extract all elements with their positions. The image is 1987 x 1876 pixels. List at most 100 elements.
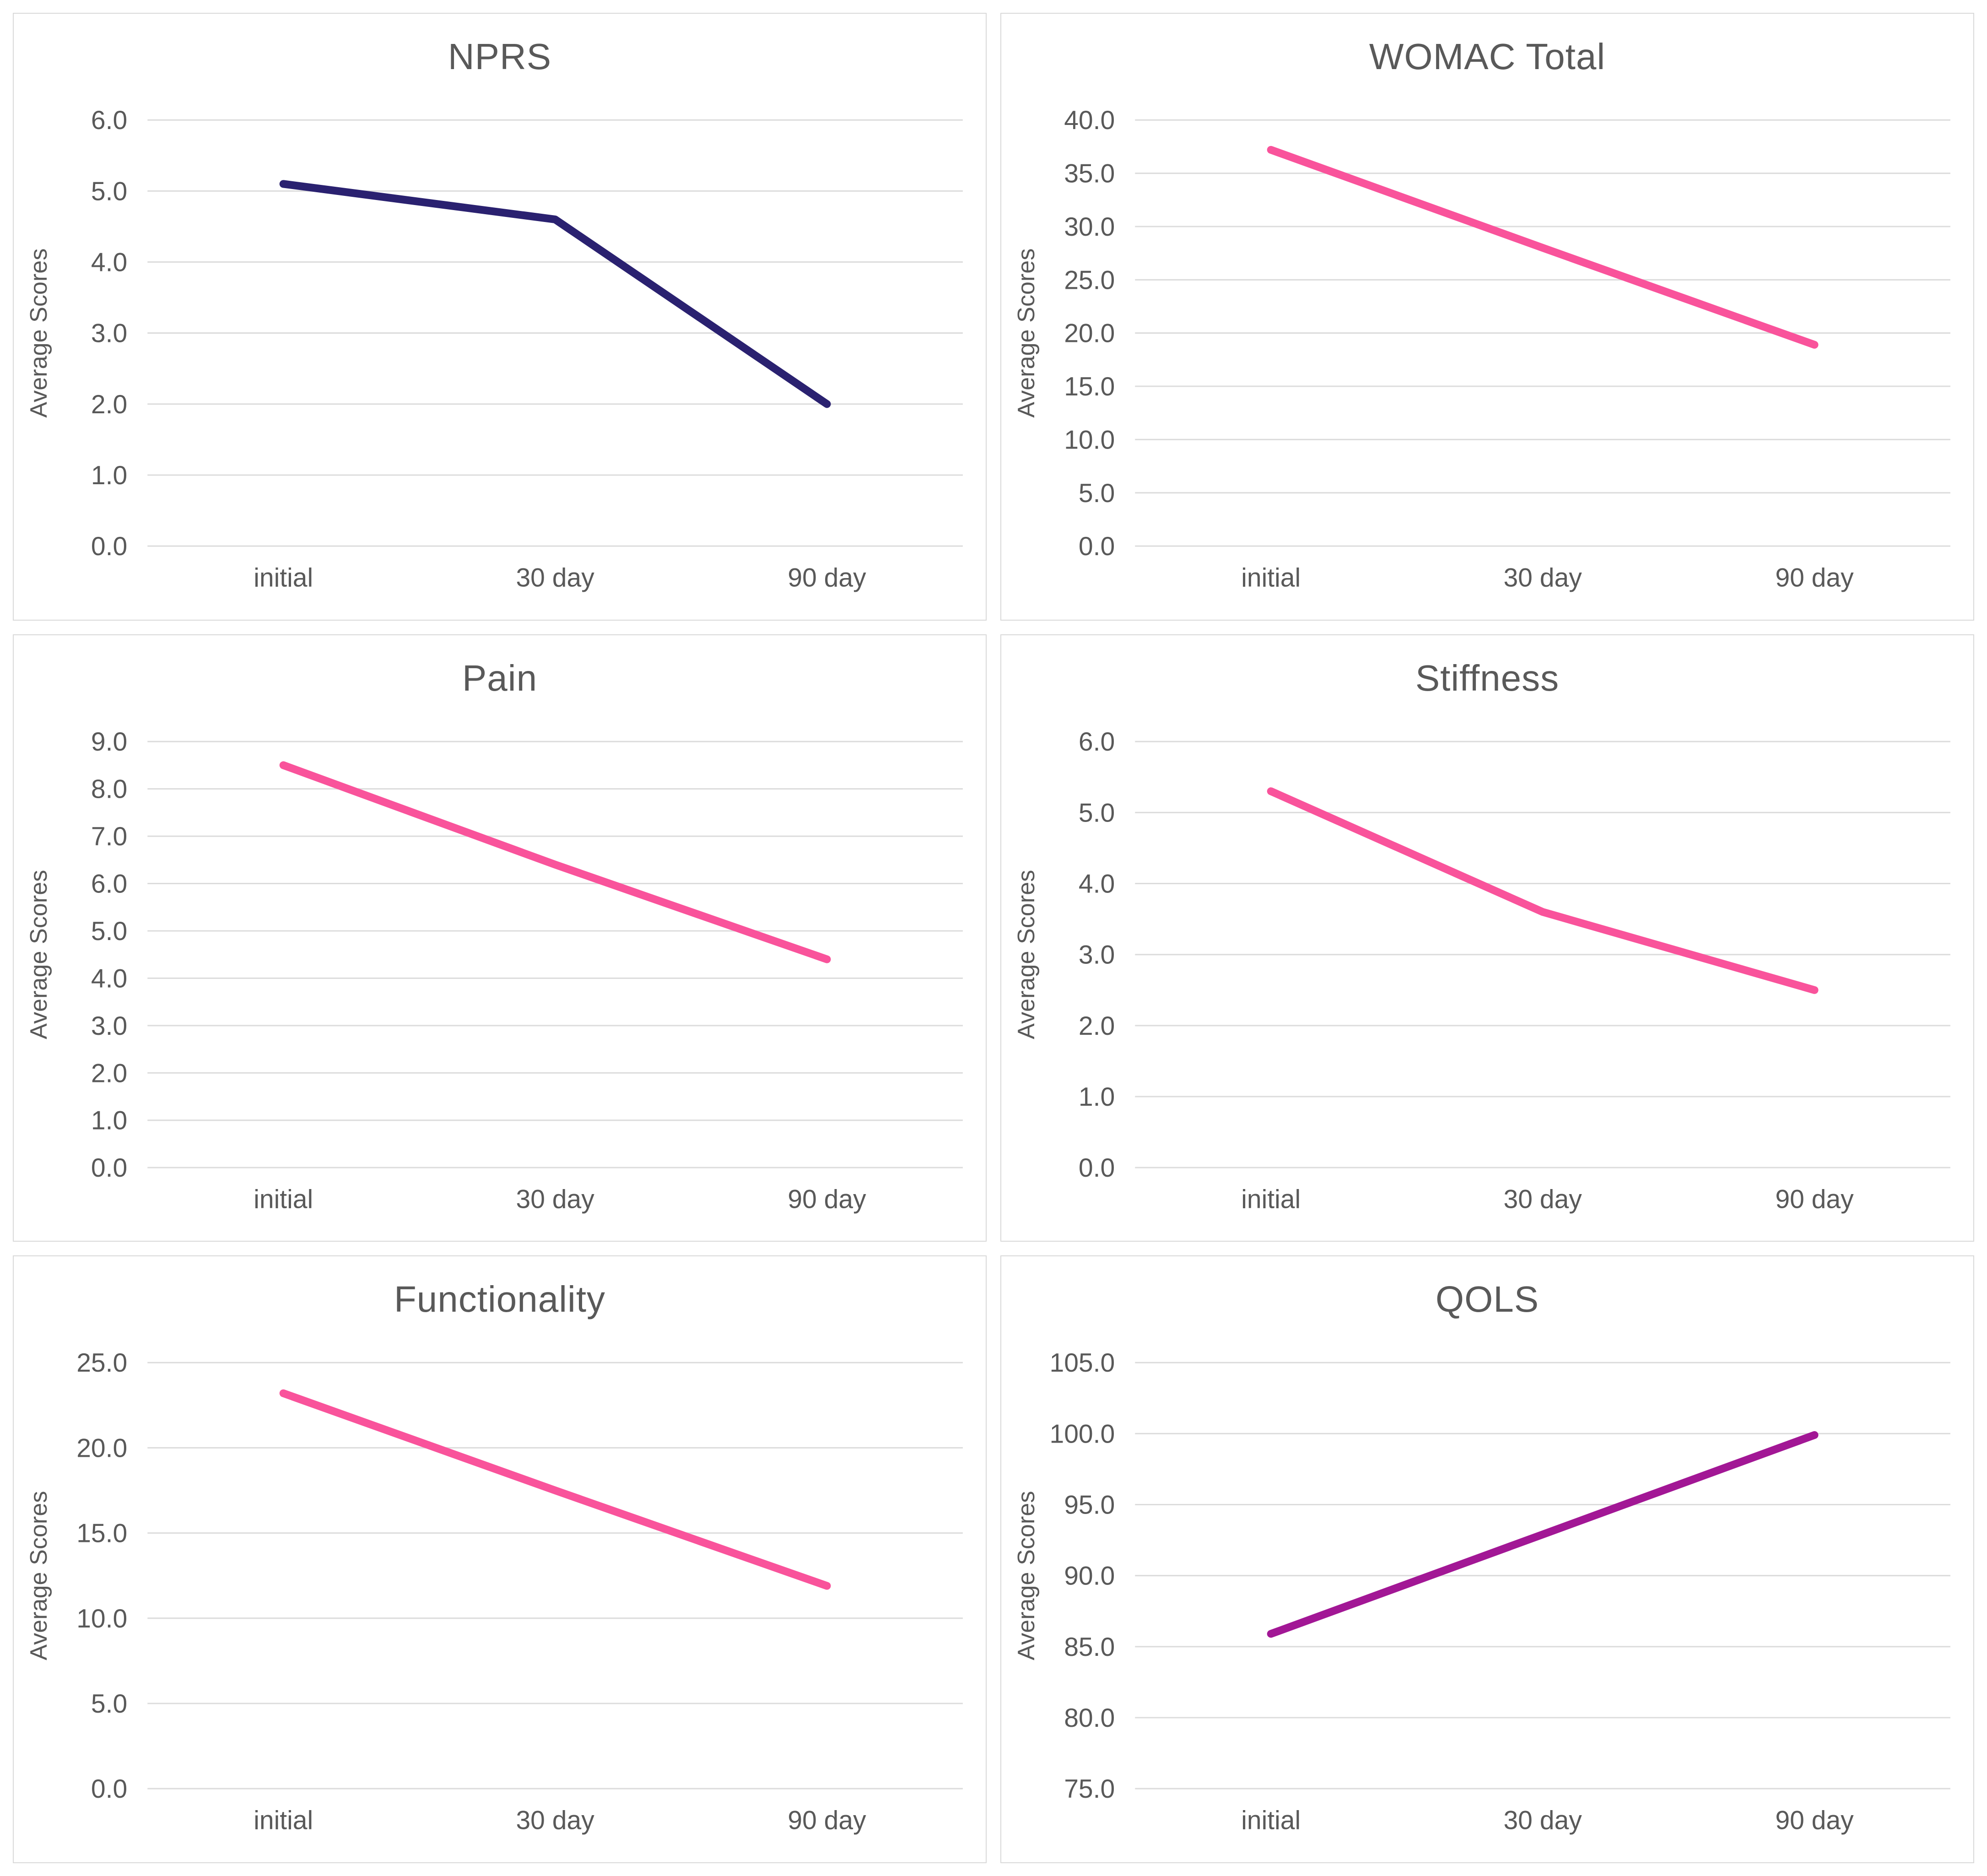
plot-area-stiffness: 0.0 1.0 2.0 3.0 4.0 5.0 6.0 initial 30 day 90 day… bbox=[1001, 708, 1973, 1241]
chart-panel-functionality: Functionality 0.0 5.0 10.0 15.0 20.0 25.0 init… bbox=[13, 1255, 987, 1863]
chart-panel-pain: Pain 0.0 1.0 2.0 3.0 4.0 5.0 6.0 7.0 8.0 9.0 initi… bbox=[13, 634, 987, 1242]
data-line bbox=[1267, 1431, 1819, 1638]
plot-area-womac-total: 0.0 5.0 10.0 15.0 20.0 25.0 30.0 35.0 40.0 initia… bbox=[1001, 87, 1973, 620]
y-tick-label: 2.0 bbox=[1079, 1011, 1115, 1040]
y-tick-label: 4.0 bbox=[91, 964, 127, 993]
x-tick-label: 90 day bbox=[1775, 563, 1854, 592]
chart-title-pain: Pain bbox=[462, 657, 538, 698]
y-tick-label: 5.0 bbox=[91, 917, 127, 946]
y-tick-label: 9.0 bbox=[91, 727, 127, 757]
y-tick-label: 1.0 bbox=[91, 461, 127, 490]
chart-panel-womac-total: WOMAC Total 0.0 5.0 10.0 15.0 20.0 25.0 30.0 35… bbox=[1000, 13, 1974, 621]
qols-line-chart: 75.0 80.0 85.0 90.0 95.0 100.0 105.0 initial 30 … bbox=[1013, 1349, 1950, 1835]
chart-title-stiffness: Stiffness bbox=[1415, 657, 1560, 698]
chart-panel-stiffness: Stiffness 0.0 1.0 2.0 3.0 4.0 5.0 6.0 initial 30… bbox=[1000, 634, 1974, 1242]
x-tick-label: initial bbox=[254, 1806, 313, 1835]
x-tick-label: 30 day bbox=[516, 1806, 594, 1835]
y-tick-label: 30.0 bbox=[1064, 212, 1115, 242]
y-tick-label: 4.0 bbox=[91, 248, 127, 277]
y-axis-title: Average Scores bbox=[1013, 1491, 1040, 1660]
y-tick-label: 0.0 bbox=[91, 532, 127, 561]
y-tick-label: 5.0 bbox=[91, 1689, 127, 1719]
nprs-line-chart: 0.0 1.0 2.0 3.0 4.0 5.0 6.0 initial 30 day 90 day… bbox=[26, 106, 963, 592]
chart-title-qols: QOLS bbox=[1435, 1279, 1539, 1320]
y-tick-label: 0.0 bbox=[91, 1774, 127, 1804]
y-tick-label: 100.0 bbox=[1049, 1420, 1115, 1449]
y-tick-label: 3.0 bbox=[1079, 940, 1115, 969]
y-tick-label: 7.0 bbox=[91, 822, 127, 851]
y-tick-label: 15.0 bbox=[76, 1519, 127, 1548]
y-tick-label: 5.0 bbox=[1079, 798, 1115, 827]
y-tick-label: 4.0 bbox=[1079, 869, 1115, 898]
y-tick-label: 80.0 bbox=[1064, 1703, 1115, 1733]
x-tick-label: 30 day bbox=[1503, 563, 1582, 592]
plot-area-nprs: 0.0 1.0 2.0 3.0 4.0 5.0 6.0 initial 30 day 90 day… bbox=[14, 87, 986, 620]
x-tick-label: 90 day bbox=[788, 1184, 866, 1214]
y-axis-title: Average Scores bbox=[1013, 870, 1040, 1039]
data-line bbox=[1267, 146, 1819, 349]
y-tick-label: 0.0 bbox=[91, 1153, 127, 1183]
chart-panel-qols: QOLS 75.0 80.0 85.0 90.0 95.0 100.0 105.0 initi… bbox=[1000, 1255, 1974, 1863]
y-tick-label: 2.0 bbox=[91, 1059, 127, 1088]
x-tick-label: 30 day bbox=[516, 563, 594, 592]
y-tick-label: 3.0 bbox=[91, 319, 127, 348]
x-tick-label: 90 day bbox=[788, 1806, 866, 1835]
x-tick-label: initial bbox=[1241, 1184, 1301, 1214]
y-tick-label: 1.0 bbox=[1079, 1082, 1115, 1112]
y-tick-label: 6.0 bbox=[91, 869, 127, 898]
x-tick-label: initial bbox=[1241, 1806, 1301, 1835]
x-tick-label: initial bbox=[254, 1184, 313, 1214]
y-tick-label: 25.0 bbox=[76, 1349, 127, 1378]
data-line bbox=[1267, 787, 1819, 994]
y-tick-label: 0.0 bbox=[1079, 532, 1115, 561]
functionality-line-chart: 0.0 5.0 10.0 15.0 20.0 25.0 initial 30 day 90 da… bbox=[26, 1349, 963, 1835]
y-axis-title: Average Scores bbox=[26, 870, 52, 1039]
y-tick-label: 95.0 bbox=[1064, 1491, 1115, 1520]
plot-area-functionality: 0.0 5.0 10.0 15.0 20.0 25.0 initial 30 day 90 da… bbox=[14, 1330, 986, 1862]
chart-title-nprs: NPRS bbox=[448, 36, 552, 77]
plot-area-pain: 0.0 1.0 2.0 3.0 4.0 5.0 6.0 7.0 8.0 9.0 initial 30 … bbox=[14, 708, 986, 1241]
x-tick-label: initial bbox=[1241, 563, 1301, 592]
x-tick-label: 30 day bbox=[1503, 1806, 1582, 1835]
y-axis-title: Average Scores bbox=[1013, 249, 1040, 418]
x-tick-label: 90 day bbox=[788, 563, 866, 592]
chart-title-womac-total: WOMAC Total bbox=[1369, 36, 1606, 77]
y-tick-label: 2.0 bbox=[91, 390, 127, 419]
y-axis-title: Average Scores bbox=[26, 1491, 52, 1660]
y-tick-label: 25.0 bbox=[1064, 265, 1115, 295]
y-tick-label: 85.0 bbox=[1064, 1633, 1115, 1662]
womac-total-line-chart: 0.0 5.0 10.0 15.0 20.0 25.0 30.0 35.0 40.0 initia… bbox=[1013, 106, 1950, 592]
y-tick-label: 1.0 bbox=[91, 1106, 127, 1135]
y-tick-label: 40.0 bbox=[1064, 106, 1115, 135]
y-tick-label: 6.0 bbox=[1079, 727, 1115, 757]
y-tick-label: 90.0 bbox=[1064, 1562, 1115, 1591]
x-tick-label: 90 day bbox=[1775, 1806, 1854, 1835]
y-tick-label: 35.0 bbox=[1064, 159, 1115, 189]
x-tick-label: initial bbox=[254, 563, 313, 592]
y-tick-label: 10.0 bbox=[76, 1604, 127, 1633]
y-tick-label: 20.0 bbox=[76, 1434, 127, 1463]
chart-title-functionality: Functionality bbox=[394, 1279, 606, 1320]
y-tick-label: 3.0 bbox=[91, 1011, 127, 1040]
y-tick-label: 20.0 bbox=[1064, 319, 1115, 348]
y-tick-label: 8.0 bbox=[91, 774, 127, 804]
data-line bbox=[279, 1389, 831, 1590]
y-tick-label: 75.0 bbox=[1064, 1774, 1115, 1804]
y-tick-label: 5.0 bbox=[91, 177, 127, 206]
y-tick-label: 0.0 bbox=[1079, 1153, 1115, 1183]
x-tick-label: 90 day bbox=[1775, 1184, 1854, 1214]
x-tick-label: 30 day bbox=[516, 1184, 594, 1214]
y-tick-label: 105.0 bbox=[1049, 1349, 1115, 1378]
plot-area-qols: 75.0 80.0 85.0 90.0 95.0 100.0 105.0 initial 30 … bbox=[1001, 1330, 1973, 1862]
pain-line-chart: 0.0 1.0 2.0 3.0 4.0 5.0 6.0 7.0 8.0 9.0 initial 30 … bbox=[26, 727, 963, 1214]
data-line bbox=[279, 180, 831, 408]
y-tick-label: 15.0 bbox=[1064, 372, 1115, 401]
y-tick-label: 10.0 bbox=[1064, 425, 1115, 454]
x-tick-label: 30 day bbox=[1503, 1184, 1582, 1214]
stiffness-line-chart: 0.0 1.0 2.0 3.0 4.0 5.0 6.0 initial 30 day 90 day… bbox=[1013, 727, 1950, 1214]
y-tick-label: 6.0 bbox=[91, 106, 127, 135]
data-line bbox=[279, 761, 831, 963]
y-tick-label: 5.0 bbox=[1079, 479, 1115, 508]
chart-panel-nprs: NPRS 0.0 1.0 2.0 3.0 4.0 5.0 6.0 initial 30 day 9… bbox=[13, 13, 987, 621]
